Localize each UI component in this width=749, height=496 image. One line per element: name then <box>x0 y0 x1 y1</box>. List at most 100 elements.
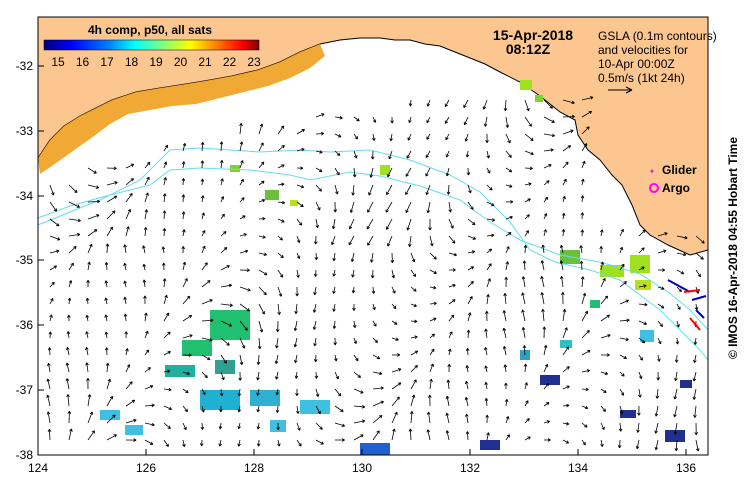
velocity-arrow <box>68 184 78 194</box>
velocity-arrow <box>444 99 450 108</box>
argo-icon <box>649 183 659 193</box>
velocity-arrow <box>410 303 417 308</box>
velocity-arrow <box>445 395 450 407</box>
velocity-arrow <box>181 211 186 220</box>
velocity-arrow <box>68 232 81 237</box>
velocity-arrow <box>657 268 666 272</box>
velocity-arrow <box>635 439 640 450</box>
velocity-arrow <box>561 292 565 305</box>
velocity-arrow <box>199 439 204 447</box>
velocity-arrow <box>387 167 393 178</box>
velocity-arrow <box>163 387 172 392</box>
velocity-arrow <box>619 354 627 360</box>
velocity-arrow <box>331 218 336 230</box>
x-tick-label-128: 128 <box>244 461 264 475</box>
velocity-arrow <box>220 320 233 327</box>
velocity-arrow <box>352 303 356 311</box>
velocity-arrow <box>391 368 402 373</box>
velocity-arrow <box>201 354 211 361</box>
velocity-arrow <box>483 116 488 127</box>
velocity-arrow <box>163 422 171 429</box>
velocity-arrow <box>541 308 545 322</box>
velocity-arrow <box>182 334 193 339</box>
velocity-arrow <box>296 405 300 414</box>
velocity-arrow <box>504 276 508 288</box>
velocity-arrow <box>162 210 167 220</box>
colorbar-tick-17: 17 <box>100 55 114 69</box>
velocity-arrow <box>391 303 397 310</box>
velocity-arrow <box>523 244 528 254</box>
velocity-arrow <box>405 201 412 213</box>
velocity-arrow <box>465 380 469 390</box>
velocity-arrow <box>486 201 495 207</box>
x-tick-label-130: 130 <box>352 461 372 475</box>
velocity-arrow <box>446 379 451 390</box>
velocity-arrow <box>561 229 566 237</box>
velocity-arrow <box>237 422 241 430</box>
velocity-arrow <box>125 348 129 356</box>
velocity-arrow <box>239 249 249 254</box>
velocity-arrow <box>524 99 530 112</box>
velocity-arrow <box>256 388 260 396</box>
velocity-arrow <box>258 198 266 203</box>
velocity-arrow <box>505 434 511 441</box>
velocity-arrow <box>276 422 280 431</box>
velocity-arrow <box>182 388 189 394</box>
velocity-arrow <box>484 346 488 356</box>
velocity-arrow <box>104 314 108 322</box>
credit-text: © IMOS 16-Apr-2018 04:55 Hobart Time <box>726 136 740 360</box>
velocity-arrow <box>524 133 534 141</box>
velocity-arrow <box>561 212 566 220</box>
velocity-arrow <box>524 116 532 127</box>
velocity-arrow <box>445 412 450 424</box>
velocity-arrow <box>124 331 128 339</box>
velocity-arrow <box>87 214 100 220</box>
velocity-arrow <box>445 150 450 158</box>
velocity-arrow <box>505 416 510 424</box>
velocity-arrow <box>49 265 58 271</box>
velocity-arrow <box>258 180 265 186</box>
velocity-arrow <box>144 161 151 169</box>
velocity-arrow <box>106 395 114 407</box>
velocity-arrow <box>348 235 355 246</box>
velocity-arrow <box>581 160 586 169</box>
velocity-arrow <box>466 329 471 339</box>
velocity-arrow <box>275 405 280 413</box>
velocity-arrow <box>182 142 187 152</box>
velocity-arrow <box>581 111 593 118</box>
velocity-arrow <box>482 99 488 110</box>
velocity-arrow <box>125 381 133 390</box>
velocity-arrow <box>619 337 629 342</box>
velocity-arrow <box>125 192 133 203</box>
velocity-arrow <box>294 371 299 379</box>
velocity-arrow <box>49 298 54 305</box>
velocity-arrow <box>581 96 594 101</box>
velocity-arrow <box>600 371 609 376</box>
velocity-arrow <box>600 314 611 322</box>
velocity-arrow <box>465 413 469 424</box>
velocity-arrow <box>163 405 172 411</box>
velocity-arrow <box>274 354 279 365</box>
velocity-arrow <box>87 199 101 204</box>
velocity-arrow <box>181 194 186 203</box>
velocity-arrow <box>637 405 641 416</box>
velocity-arrow <box>486 167 491 174</box>
velocity-arrow <box>144 439 154 445</box>
velocity-arrow <box>277 269 284 278</box>
velocity-arrow <box>333 337 337 346</box>
velocity-arrow <box>540 260 545 271</box>
velocity-arrow <box>219 141 224 152</box>
velocity-arrow <box>46 378 51 390</box>
velocity-arrow <box>638 371 643 379</box>
velocity-arrow <box>220 371 225 381</box>
velocity-arrow <box>275 388 280 396</box>
velocity-arrow <box>163 294 168 305</box>
velocity-arrow <box>334 167 340 176</box>
velocity-arrow <box>467 218 476 226</box>
colorbar-gradient <box>43 39 260 51</box>
velocity-arrow <box>163 351 171 356</box>
velocity-arrow <box>239 141 244 152</box>
velocity-arrow <box>543 164 552 169</box>
velocity-arrow <box>654 405 659 417</box>
velocity-arrow <box>182 278 188 288</box>
